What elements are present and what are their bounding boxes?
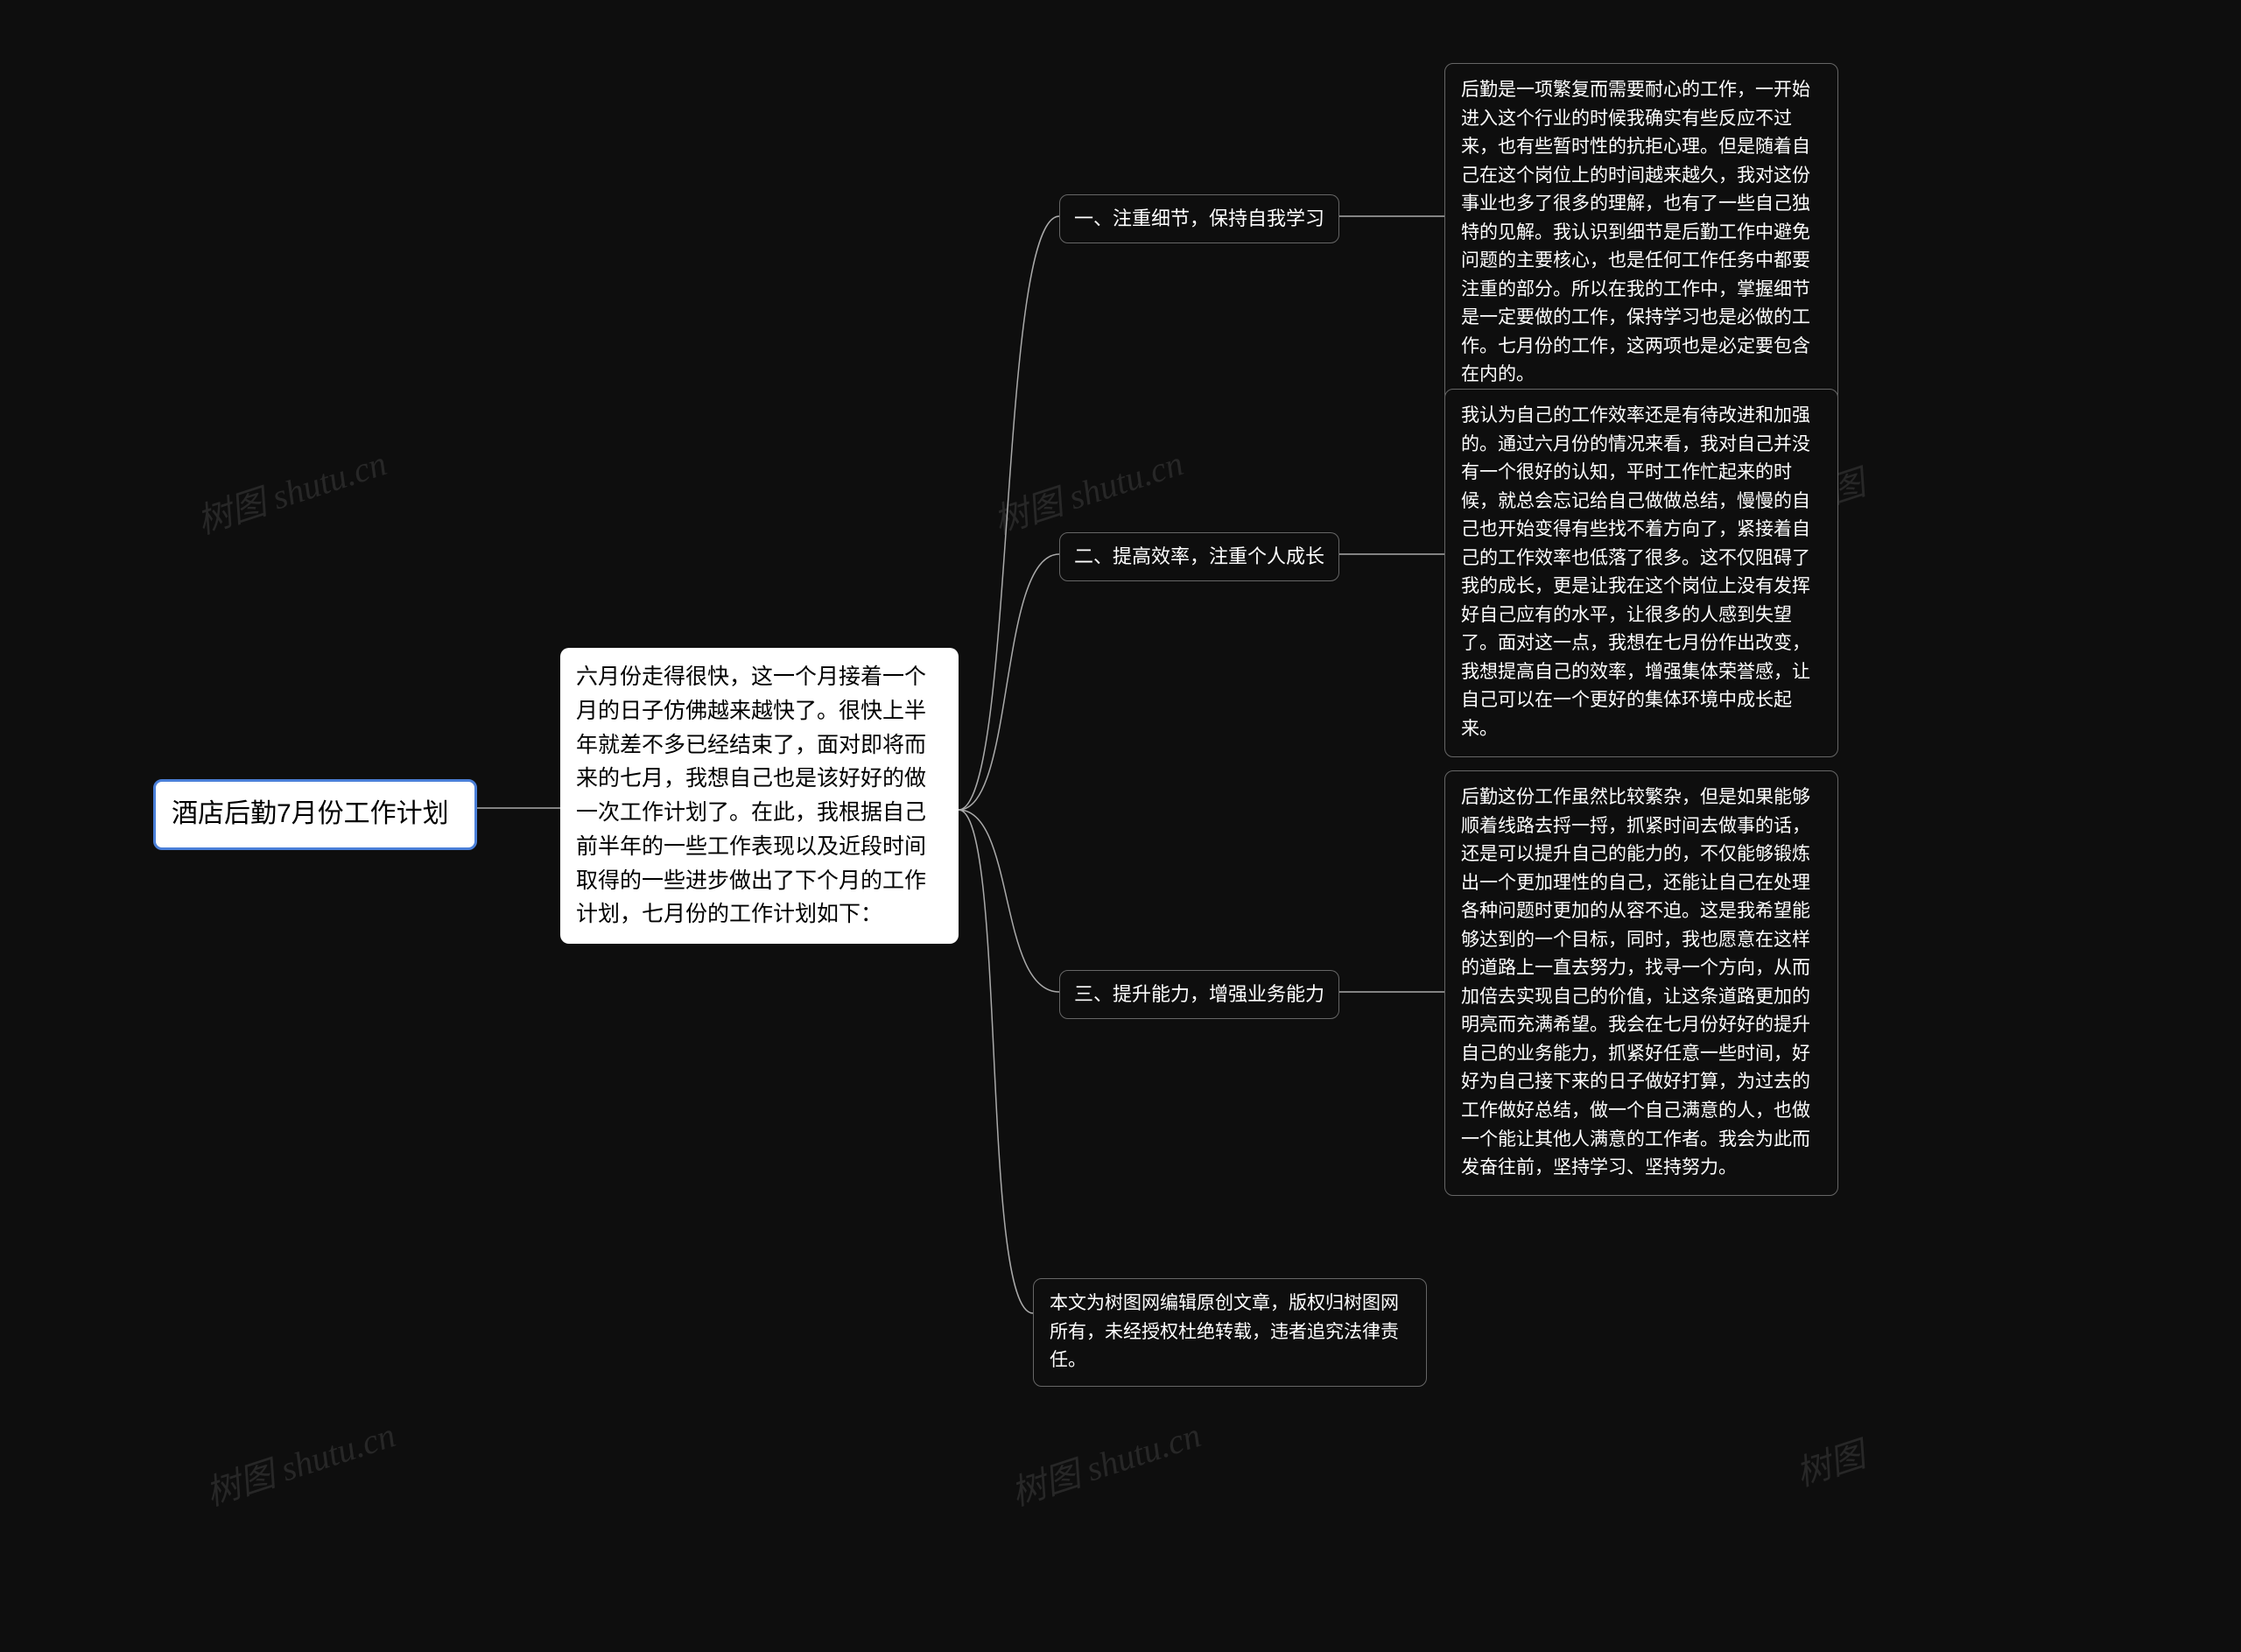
mindmap-branch-2[interactable]: 二、提高效率，注重个人成长	[1059, 532, 1339, 581]
mindmap-branch-1[interactable]: 一、注重细节，保持自我学习	[1059, 194, 1339, 243]
mindmap-leaf-1[interactable]: 后勤是一项繁复而需要耐心的工作，一开始进入这个行业的时候我确实有些反应不过来，也…	[1444, 63, 1838, 403]
mindmap-branch-3[interactable]: 三、提升能力，增强业务能力	[1059, 970, 1339, 1019]
branch-label: 一、注重细节，保持自我学习	[1074, 207, 1324, 229]
leaf-text: 我认为自己的工作效率还是有待改进和加强的。通过六月份的情况来看，我对自己并没有一…	[1461, 405, 1810, 739]
watermark: 树图 shutu.cn	[987, 435, 1189, 545]
mindmap-root[interactable]: 酒店后勤7月份工作计划	[153, 779, 477, 850]
mindmap-leaf-3[interactable]: 后勤这份工作虽然比较繁杂，但是如果能够顺着线路去捋一捋，抓紧时间去做事的话，还是…	[1444, 770, 1838, 1196]
watermark: 树图 shutu.cn	[190, 435, 392, 545]
watermark: 树图 shutu.cn	[1004, 1407, 1206, 1516]
branch-label: 二、提高效率，注重个人成长	[1074, 545, 1324, 567]
leaf-text: 后勤是一项繁复而需要耐心的工作，一开始进入这个行业的时候我确实有些反应不过来，也…	[1461, 80, 1810, 384]
mindmap-intro[interactable]: 六月份走得很快，这一个月接着一个月的日子仿佛越来越快了。很快上半年就差不多已经结…	[560, 648, 959, 944]
leaf-text: 后勤这份工作虽然比较繁杂，但是如果能够顺着线路去捋一捋，抓紧时间去做事的话，还是…	[1461, 787, 1810, 1177]
copyright-text: 本文为树图网编辑原创文章，版权归树图网所有，未经授权杜绝转载，违者追究法律责任。	[1050, 1293, 1399, 1370]
root-label: 酒店后勤7月份工作计划	[172, 799, 449, 828]
watermark: 树图 shutu.cn	[199, 1407, 401, 1516]
branch-label: 三、提升能力，增强业务能力	[1074, 983, 1324, 1005]
intro-text: 六月份走得很快，这一个月接着一个月的日子仿佛越来越快了。很快上半年就差不多已经结…	[576, 664, 926, 926]
mindmap-leaf-2[interactable]: 我认为自己的工作效率还是有待改进和加强的。通过六月份的情况来看，我对自己并没有一…	[1444, 389, 1838, 757]
watermark: 树图	[1788, 1426, 1871, 1496]
mindmap-copyright: 本文为树图网编辑原创文章，版权归树图网所有，未经授权杜绝转载，违者追究法律责任。	[1033, 1278, 1427, 1387]
